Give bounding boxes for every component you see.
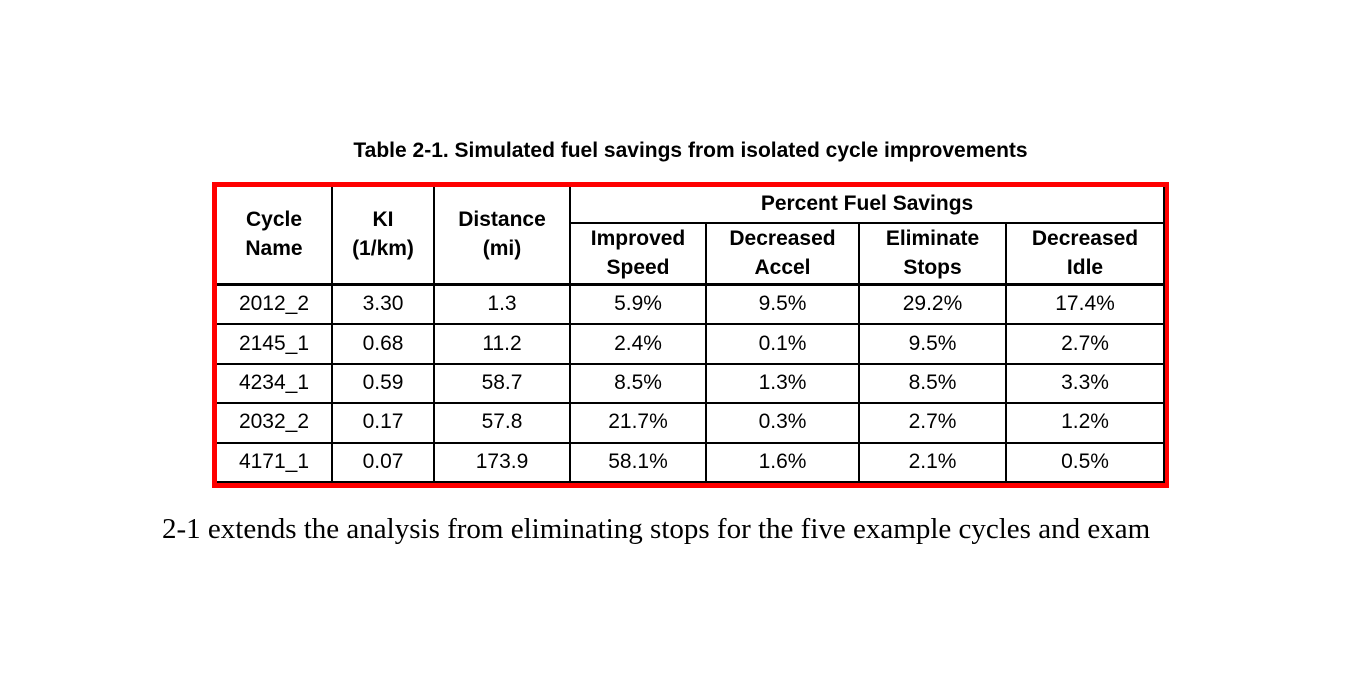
group-header-percent-fuel-savings: Percent Fuel Savings [568,187,1166,225]
table-red-frame: Cycle Name KI (1/km) Distance (mi) Perce… [212,182,1169,488]
cell-ki: 0.07 [331,441,435,484]
table-header-row: Cycle Name KI (1/km) Distance (mi) Perce… [217,187,1166,287]
cell-distance: 173.9 [433,441,571,484]
cell-improved-speed: 2.4% [569,323,707,365]
body-text: 2-1 extends the analysis from eliminatin… [162,513,1151,545]
cell-eliminate-stops: 9.5% [858,323,1007,365]
table-row: 4234_1 0.59 58.7 8.5% 1.3% 8.5% 3.3% [217,362,1166,405]
cell-ki: 0.68 [331,323,435,365]
cell-eliminate-stops: 2.7% [858,402,1007,444]
cell-decreased-idle: 0.5% [1004,441,1166,484]
cell-decreased-accel: 9.5% [705,283,860,326]
cell-decreased-idle: 2.7% [1004,323,1166,365]
table-caption: Table 2-1. Simulated fuel savings from i… [353,139,1028,162]
cell-distance: 57.8 [433,402,571,444]
cell-eliminate-stops: 29.2% [858,283,1007,326]
column-header-improved-speed: Improved Speed [570,222,707,287]
cell-cycle-name: 2012_2 [217,283,333,326]
column-header-distance: Distance (mi) [433,187,571,287]
column-header-decreased-idle: Decreased Idle [1004,222,1166,287]
table-row: 4171_1 0.07 173.9 58.1% 1.6% 2.1% 0.5% [217,441,1166,484]
cell-distance: 58.7 [433,362,571,405]
fuel-savings-table: Cycle Name KI (1/km) Distance (mi) Perce… [217,187,1166,484]
cell-ki: 0.17 [331,402,435,444]
cell-ki: 3.30 [331,283,435,326]
column-header-cycle-name: Cycle Name [217,187,333,287]
cell-decreased-idle: 17.4% [1004,283,1166,326]
table-row: 2145_1 0.68 11.2 2.4% 0.1% 9.5% 2.7% [217,323,1166,365]
cell-distance: 11.2 [433,323,571,365]
cell-decreased-accel: 0.3% [705,402,860,444]
table-row: 2032_2 0.17 57.8 21.7% 0.3% 2.7% 1.2% [217,402,1166,444]
table-row: 2012_2 3.30 1.3 5.9% 9.5% 29.2% 17.4% [217,283,1166,326]
cell-eliminate-stops: 2.1% [858,441,1007,484]
cell-cycle-name: 2145_1 [217,323,333,365]
cell-improved-speed: 21.7% [569,402,707,444]
cell-cycle-name: 2032_2 [217,402,333,444]
table-subheader-row: Improved Speed Decreased Accel Eliminate… [217,222,1166,287]
cell-decreased-accel: 1.6% [705,441,860,484]
cell-ki: 0.59 [331,362,435,405]
cell-improved-speed: 8.5% [569,362,707,405]
cell-eliminate-stops: 8.5% [858,362,1007,405]
cell-decreased-accel: 0.1% [705,323,860,365]
cell-improved-speed: 58.1% [569,441,707,484]
cell-improved-speed: 5.9% [569,283,707,326]
cell-distance: 1.3 [433,283,571,326]
cell-cycle-name: 4171_1 [217,441,333,484]
cell-decreased-idle: 1.2% [1004,402,1166,444]
column-header-ki: KI (1/km) [331,187,435,287]
cell-cycle-name: 4234_1 [217,362,333,405]
cell-decreased-idle: 3.3% [1004,362,1166,405]
column-header-decreased-accel: Decreased Accel [705,222,860,287]
cell-decreased-accel: 1.3% [705,362,860,405]
column-header-eliminate-stops: Eliminate Stops [858,222,1007,287]
